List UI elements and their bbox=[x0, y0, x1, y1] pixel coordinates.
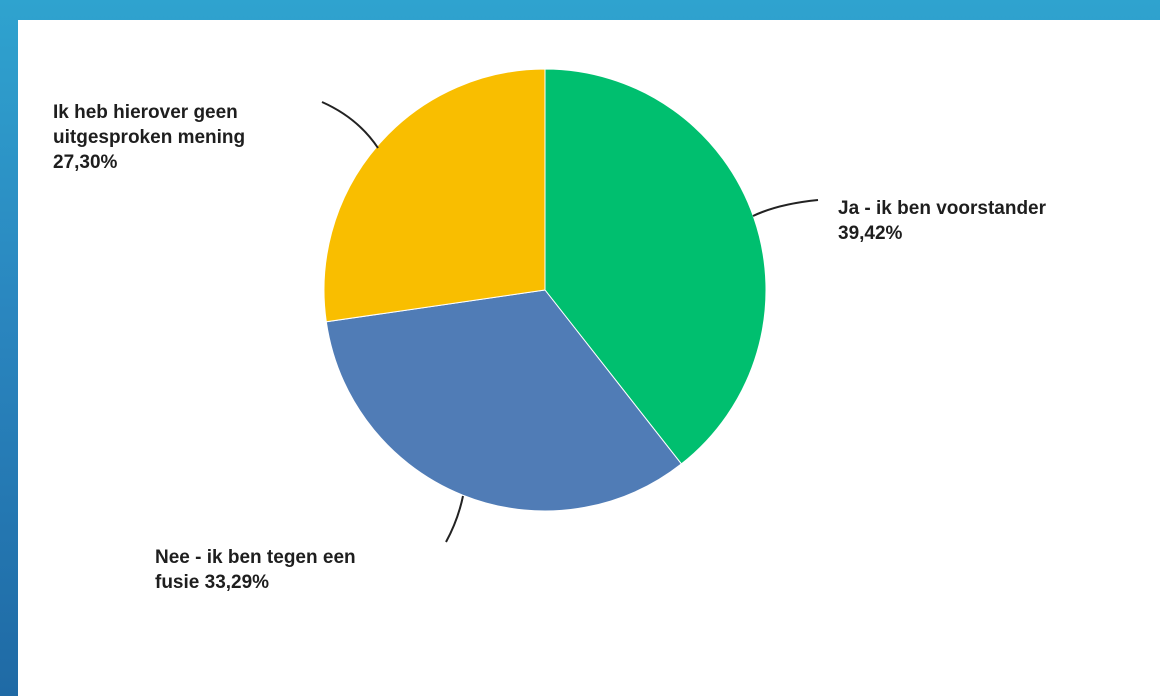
label-ja-text: Ja - ik ben voorstander bbox=[838, 198, 1047, 219]
label-ja-percent: 39,42% bbox=[838, 223, 903, 244]
chart-panel: Ja - ik ben voorstander 39,42% Nee - ik … bbox=[18, 20, 1160, 696]
label-geen-line1: Ik heb hierover geen bbox=[53, 102, 238, 123]
label-geen-line2: uitgesproken mening bbox=[53, 127, 246, 148]
leader-line-ja bbox=[752, 199, 819, 217]
label-nee-percent: fusie 33,29% bbox=[155, 572, 270, 593]
pie-slice-1 bbox=[544, 68, 767, 465]
label-nee-text: Nee - ik ben tegen een bbox=[155, 547, 356, 568]
pie-slice-2 bbox=[325, 289, 683, 512]
leader-line-nee bbox=[445, 495, 464, 543]
label-ja: Ja - ik ben voorstander 39,42% bbox=[838, 196, 1046, 246]
label-nee: Nee - ik ben tegen een fusie 33,29% bbox=[155, 545, 356, 595]
leader-line-geen bbox=[321, 101, 379, 149]
label-geen-percent: 27,30% bbox=[53, 152, 118, 173]
pie-slice-3 bbox=[323, 68, 546, 323]
label-geen: Ik heb hierover geen uitgesproken mening… bbox=[53, 100, 245, 175]
pie-chart bbox=[321, 68, 819, 543]
